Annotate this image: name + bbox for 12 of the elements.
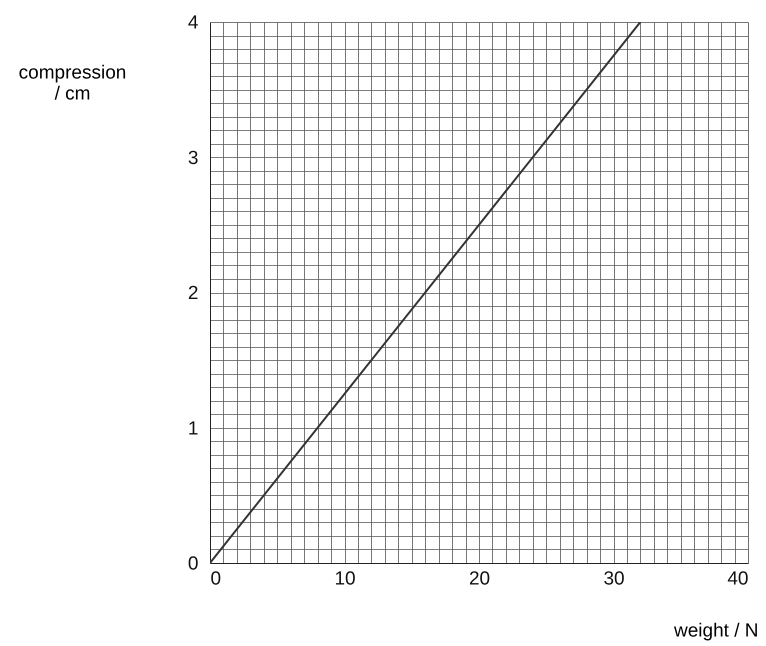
y-tick-label: 4 xyxy=(188,12,199,34)
x-tick-label: 40 xyxy=(727,568,748,590)
x-tick-label: 30 xyxy=(603,568,625,590)
x-tick-label: 0 xyxy=(210,568,222,590)
x-tick-label: 20 xyxy=(468,568,490,590)
x-axis-title: weight / N xyxy=(673,620,758,642)
y-tick-label: 1 xyxy=(188,418,198,440)
y-tick-label: 0 xyxy=(188,554,198,574)
y-tick-label: 3 xyxy=(188,148,198,169)
y-axis-title: compression / cm xyxy=(18,62,126,104)
y-tick-label: 2 xyxy=(188,283,198,304)
x-tick-label: 10 xyxy=(334,568,356,590)
